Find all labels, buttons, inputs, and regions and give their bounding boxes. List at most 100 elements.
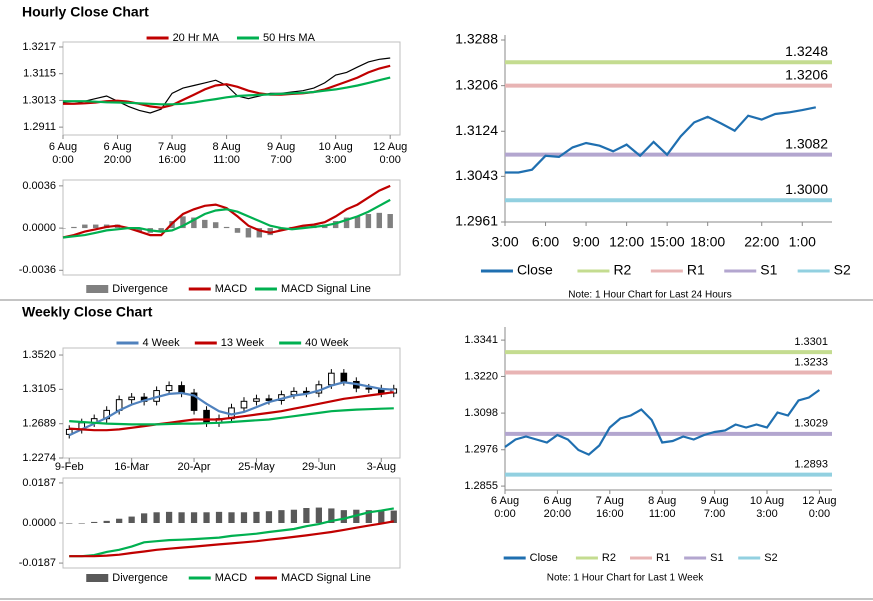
divergence-bar: [267, 228, 273, 236]
divergence-bar: [303, 508, 310, 523]
y-tick-label: 1.3220: [464, 370, 498, 382]
candle-body: [203, 409, 210, 424]
y-tick-label: 1.2911: [23, 121, 56, 133]
divergence-bar: [265, 511, 273, 523]
x-tick-label-line: 16:00: [158, 154, 186, 166]
candle-body: [190, 392, 198, 411]
divergence-bar: [203, 512, 210, 523]
y-tick-label: 1.2274: [22, 452, 56, 464]
divergence-bar: [328, 508, 335, 523]
series-line: [62, 184, 391, 239]
candle-body: [240, 400, 248, 409]
legend-label: Divergence: [112, 283, 168, 295]
divergence-bar: [190, 512, 198, 523]
candle-body: [340, 372, 348, 382]
x-tick-label-line: 12 Aug: [373, 141, 407, 153]
x-tick-label-line: 10 Aug: [319, 141, 353, 153]
x-tick-label-line: 20:00: [104, 154, 132, 166]
x-tick-label-line: 6 Aug: [491, 495, 519, 507]
divergence-bar: [82, 224, 88, 229]
x-tick-label: 10 Aug 3:00: [750, 495, 784, 520]
divergence-bar: [253, 511, 260, 523]
x-tick-label: 12 Aug 0:00: [802, 495, 836, 520]
x-tick-label-line: 6 Aug: [103, 141, 131, 153]
legend-label: R1: [656, 552, 670, 564]
divergence-bar: [234, 228, 241, 233]
x-tick-label-line: 9 Aug: [267, 141, 295, 153]
x-tick-label-line: 6 Aug: [49, 141, 77, 153]
y-tick-label: 1.2855: [464, 480, 498, 492]
x-tick-label-line: 7 Aug: [596, 495, 624, 507]
legend-label: 50 Hrs MA: [263, 32, 316, 44]
candle-body: [365, 387, 373, 390]
divergence-bar: [290, 509, 298, 523]
legend-label: R1: [687, 262, 705, 278]
legend-label: MACD Signal Line: [281, 572, 371, 584]
candle-body: [265, 398, 273, 401]
legend-label: 20 Hr MA: [173, 32, 220, 44]
legend-swatch: [86, 574, 109, 582]
y-tick-label: 1.3217: [22, 41, 56, 53]
x-tick-label: 20-Apr: [178, 461, 211, 473]
divergence-bar: [116, 518, 123, 523]
divergence-bar: [240, 512, 248, 523]
x-tick-label: 8 Aug 11:00: [648, 495, 676, 520]
level-label: 1.3000: [785, 181, 828, 197]
divergence-bar: [92, 224, 99, 229]
x-tick-label: 18:00: [690, 234, 725, 250]
level-label: 1.3082: [785, 135, 828, 151]
x-tick-label: 12:00: [609, 234, 644, 250]
divergence-bar: [354, 216, 361, 229]
x-tick-label-line: 7:00: [704, 508, 725, 520]
divergence-bar: [153, 512, 160, 523]
y-tick-label: 1.3206: [455, 76, 498, 92]
x-tick-label: 6 Aug 0:00: [491, 495, 519, 520]
legend-label: MACD: [215, 572, 247, 584]
divergence-bar: [223, 226, 230, 229]
y-tick-label: 0.0036: [22, 180, 56, 192]
divergence-bar: [103, 520, 110, 523]
legend-label: S1: [710, 552, 723, 564]
divergence-bar: [340, 510, 347, 523]
y-tick-label: 1.3341: [464, 334, 498, 346]
candle-body: [128, 396, 135, 401]
candle-body: [165, 385, 173, 392]
x-tick-label: 15:00: [650, 234, 685, 250]
legend-label: Divergence: [112, 572, 168, 584]
divergence-bar: [158, 228, 164, 232]
y-tick-label: 1.2961: [455, 213, 498, 229]
x-tick-label-line: 11:00: [213, 154, 240, 166]
y-tick-label: 1.3013: [22, 94, 56, 106]
divergence-bar: [91, 521, 98, 523]
y-tick-label: 1.3098: [464, 407, 498, 419]
x-tick-label: 22:00: [744, 234, 779, 250]
level-label: 1.3029: [794, 418, 828, 430]
x-tick-label: 10 Aug 3:00: [319, 141, 353, 166]
divergence-bar: [378, 510, 385, 523]
x-tick-label: 9-Feb: [55, 461, 84, 473]
divergence-bar: [315, 507, 322, 523]
legend-label: MACD Signal Line: [281, 283, 371, 295]
close-line: [62, 57, 391, 114]
x-tick-label-line: 16:00: [596, 508, 624, 520]
divergence-bar: [278, 228, 284, 231]
divergence-bar: [390, 510, 397, 523]
x-tick-label: 9:00: [572, 234, 599, 250]
x-tick-label: 16-Mar: [114, 461, 149, 473]
divergence-bar: [202, 219, 208, 229]
x-tick-label: 3:00: [491, 234, 518, 250]
legend-label: Close: [530, 552, 558, 564]
x-tick-label: 7 Aug 16:00: [158, 141, 186, 166]
y-tick-label: 0.0000: [22, 517, 56, 529]
divergence-bar: [136, 228, 143, 232]
y-tick-label: 1.3124: [455, 122, 498, 138]
legend-label: 40 Week: [305, 337, 349, 349]
x-tick-label-line: 12 Aug: [802, 495, 836, 507]
candle-body: [253, 398, 260, 402]
x-tick-label: 6 Aug 20:00: [543, 495, 571, 520]
divergence-bar: [365, 214, 372, 229]
x-tick-label-line: 20:00: [544, 508, 572, 520]
x-tick-label: 1:00: [789, 234, 816, 250]
divergence-bar: [376, 212, 383, 229]
